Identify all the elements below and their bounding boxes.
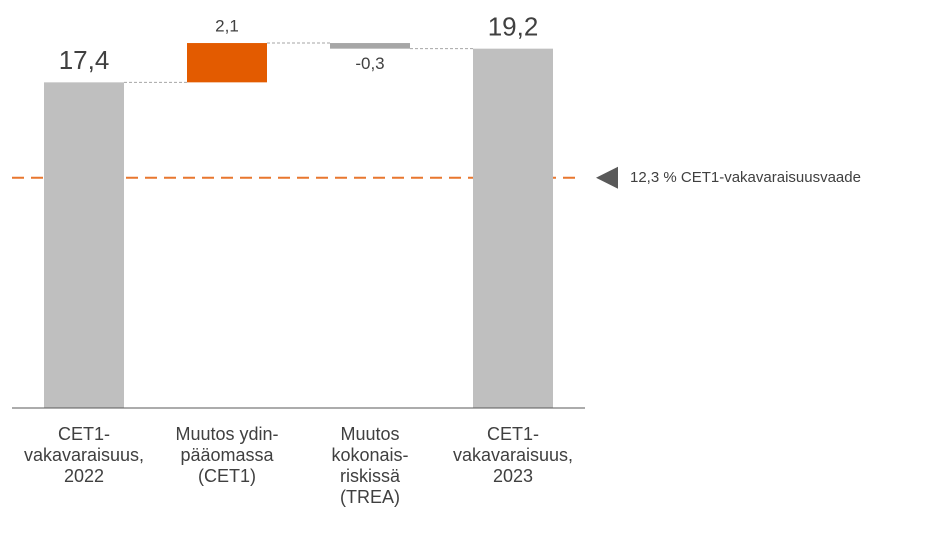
value-label: 17,4 [59,45,110,75]
bar [187,43,267,83]
x-tick-label: CET1- vakavaraisuus, 2023 [452,424,574,486]
value-label: 19,2 [488,12,539,42]
x-tick-label: Muutos kokonais- riskissä (TREA) [331,424,409,507]
x-tick-label: Muutos ydin- pääomassa (CET1) [175,424,279,486]
x-tick-label: CET1- vakavaraisuus, 2022 [23,424,145,486]
bar [330,43,410,49]
threshold-marker [596,166,618,189]
value-label: -0,3 [355,54,384,73]
bar [473,48,553,408]
bar [44,82,124,408]
threshold-label: 12,3 % CET1-vakavaraisuusvaade [630,169,861,186]
value-label: 2,1 [215,17,239,36]
